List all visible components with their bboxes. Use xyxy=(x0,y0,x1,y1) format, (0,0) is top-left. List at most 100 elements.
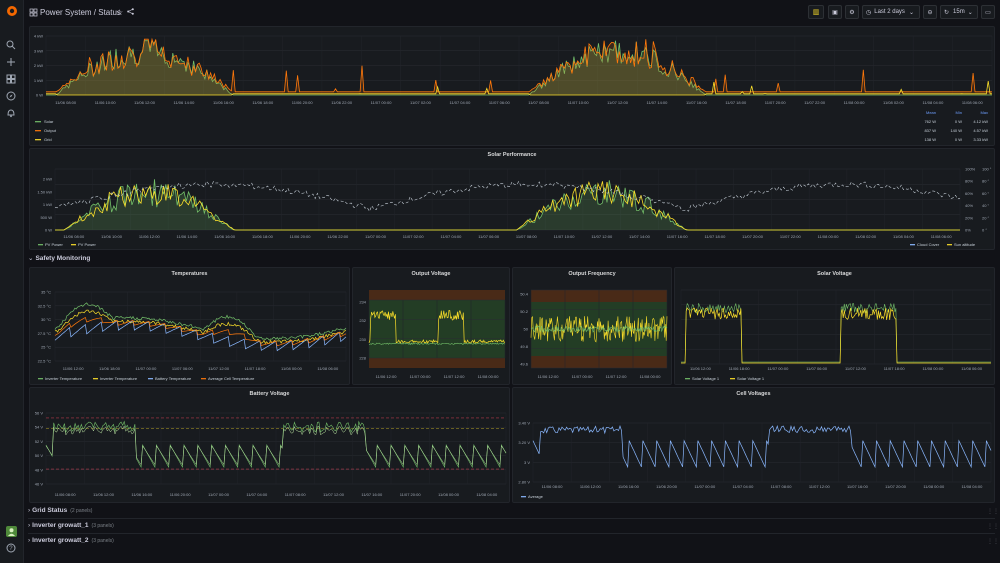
y-tick-label: 50 V xyxy=(35,453,44,458)
y-tick-label: 25 °C xyxy=(41,345,51,350)
search-icon[interactable] xyxy=(6,40,18,52)
x-tick-label: 11/06 22:00 xyxy=(327,234,349,239)
x-tick-label: 11/07 22:00 xyxy=(804,100,826,105)
x-tick-label: 11/07 12:00 xyxy=(845,366,867,371)
user-avatar-icon[interactable] xyxy=(6,526,18,538)
temperatures-panel[interactable]: Temperatures 35 °C 32.5 °C 30 °C 27.5 °C 25 … xyxy=(29,267,350,385)
solar-voltage-panel[interactable]: Solar Voltage 11/06 12:00 11/06 18:00 11/0… xyxy=(674,267,995,385)
y-tick-label: 49.6 xyxy=(520,362,529,367)
output-frequency-panel[interactable]: Output Frequency 50.4 50.2 50 49.8 49.6 11/06… xyxy=(512,267,672,385)
view-mode-button[interactable]: ▭ xyxy=(981,5,995,19)
star-icon[interactable]: ☆ xyxy=(116,8,124,17)
x-tick-label: 11/07 04:00 xyxy=(449,100,471,105)
grid-series-line xyxy=(46,81,992,96)
y-tick-label: 500 W xyxy=(40,215,52,220)
legend-label: Solar Voltage 1 xyxy=(692,376,720,381)
page-title[interactable]: Status xyxy=(98,8,121,17)
x-tick-label: 11/06 14:00 xyxy=(177,234,199,239)
x-tick-label: 11/08 00:00 xyxy=(281,366,303,371)
legend-value: 0 W xyxy=(955,137,962,142)
legend-value: 4.57 kW xyxy=(973,128,988,133)
x-tick-label: 11/06 18:00 xyxy=(252,234,274,239)
y-tick-label: 50.4 xyxy=(520,292,529,297)
save-button[interactable]: ▣ xyxy=(828,5,842,19)
x-tick-label: 11/08 00:00 xyxy=(922,366,944,371)
solar-performance-panel[interactable]: Solar Performance 2 kW 1.50 kW 1 kW 500 W 0 … xyxy=(29,148,995,250)
x-tick-label: 11/07 00:00 xyxy=(208,492,230,497)
grafana-logo-icon[interactable] xyxy=(6,5,18,17)
add-panel-icon: ▥ xyxy=(812,9,820,16)
y-tick-label: 52 V xyxy=(35,439,44,444)
temperature-series-line xyxy=(54,316,347,347)
row-grid-status[interactable]: › Grid Status (2 panels) xyxy=(28,507,92,514)
y-tick-label: 35 °C xyxy=(41,290,51,295)
y-tick-label: 0% xyxy=(965,228,971,233)
gear-icon: ⚙ xyxy=(849,9,855,16)
y-tick-label: 27.5 °C xyxy=(38,331,51,336)
row-drag-handle[interactable]: ⋮⋮ xyxy=(987,509,999,515)
x-tick-label: 11/07 18:00 xyxy=(725,100,747,105)
breadcrumb-folder[interactable]: Power System xyxy=(40,8,92,17)
battery-voltage-chart: 56 V 54 V 52 V 50 V 48 V 46 V 11/06 08:00 11/06… xyxy=(35,411,507,497)
panel-title: Temperatures xyxy=(171,271,208,277)
x-tick-label: 11/06 12:00 xyxy=(538,374,560,379)
row-inverter-growatt-1[interactable]: › Inverter growatt_1 (3 panels) xyxy=(28,522,114,529)
x-tick-label: 11/08 00:00 xyxy=(640,374,662,379)
legend-value: 837 W xyxy=(924,128,936,133)
solar-performance-chart: 2 kW 1.50 kW 1 kW 500 W 0 W 100% 80% 60% 40% 20% 0… xyxy=(37,167,991,248)
row-drag-handle[interactable]: ⋮⋮ xyxy=(987,539,999,545)
x-tick-label: 11/07 16:00 xyxy=(667,234,689,239)
sidebar: ? xyxy=(0,0,24,563)
x-tick-label: 11/07 16:00 xyxy=(361,492,383,497)
add-panel-button[interactable]: ▥ xyxy=(808,5,824,19)
row-drag-handle[interactable]: ⋮⋮ xyxy=(987,524,999,530)
x-tick-label: 11/08 06:00 xyxy=(962,100,984,105)
x-tick-label: 11/07 10:00 xyxy=(568,100,590,105)
output-frequency-series-line xyxy=(530,315,668,343)
row-inverter-growatt-2[interactable]: › Inverter growatt_2 (3 panels) xyxy=(28,537,114,544)
row-safety-monitoring[interactable]: ⌄ Safety Monitoring xyxy=(28,254,90,262)
x-tick-label: 11/08 06:00 xyxy=(317,366,339,371)
chevron-down-icon: ⌄ xyxy=(908,9,914,16)
x-tick-label: 11/06 08:00 xyxy=(55,492,77,497)
breadcrumb[interactable]: Power System / Status xyxy=(40,8,121,17)
x-tick-label: 11/06 08:00 xyxy=(542,484,564,489)
alerting-bell-icon[interactable] xyxy=(6,108,18,120)
output-voltage-2-series-line xyxy=(368,309,506,344)
help-icon[interactable]: ? xyxy=(6,543,18,555)
output-voltage-panel[interactable]: Output Voltage 234 232 230 228 11/06 12:00 11… xyxy=(352,267,510,385)
y-tick-label: 2 kW xyxy=(34,63,43,68)
refresh-button[interactable]: ↻ 15m ⌄ xyxy=(940,5,978,19)
explore-icon[interactable] xyxy=(6,91,18,103)
x-tick-label: 11/07 12:00 xyxy=(323,492,345,497)
x-tick-label: 11/06 18:00 xyxy=(99,366,121,371)
x-tick-label: 11/07 08:00 xyxy=(528,100,550,105)
time-picker-button[interactable]: ◷ Last 2 days ⌄ xyxy=(862,5,920,19)
x-tick-label: 11/07 08:00 xyxy=(516,234,538,239)
x-tick-label: 11/07 06:00 xyxy=(172,366,194,371)
panel-title: Cell Voltages xyxy=(736,391,771,397)
row-title: Grid Status xyxy=(32,507,68,514)
dashboards-icon[interactable] xyxy=(6,74,18,86)
y-tick-label: 80% xyxy=(965,179,973,184)
zoom-out-button[interactable]: ⊖ xyxy=(923,5,937,19)
solar-voltage-chart: 11/06 12:00 11/06 18:00 11/07 00:00 11/07 0… xyxy=(680,289,992,381)
y-tick-label: 48 V xyxy=(35,467,44,472)
x-tick-label: 11/07 04:00 xyxy=(441,234,463,239)
y-tick-label: 32.5 °C xyxy=(38,303,51,308)
x-tick-label: 11/07 22:00 xyxy=(780,234,802,239)
cell-voltages-panel[interactable]: Cell Voltages 3.40 V 3.20 V 3 V 2.80 V 11/06… xyxy=(512,387,995,503)
battery-voltage-panel[interactable]: Battery Voltage 56 V 54 V 52 V 50 V 48 V 46 V… xyxy=(29,387,510,503)
x-tick-label: 11/06 20:00 xyxy=(292,100,314,105)
pv-power-series-line-fill xyxy=(55,179,960,230)
power-panel[interactable]: 4 kW 3 kW 2 kW 1 kW 0 W 11/06 08:00 11/06 10:0… xyxy=(29,26,995,146)
x-tick-label: 11/06 18:00 xyxy=(252,100,274,105)
x-tick-label: 11/08 02:00 xyxy=(883,100,905,105)
chevron-right-icon: › xyxy=(28,537,31,544)
settings-button[interactable]: ⚙ xyxy=(845,5,859,19)
x-tick-label: 11/07 20:00 xyxy=(765,100,787,105)
panel-title: Output Frequency xyxy=(568,271,616,277)
x-tick-label: 11/07 14:00 xyxy=(647,100,669,105)
row-panel-count: (3 panels) xyxy=(91,523,114,529)
plus-icon[interactable] xyxy=(6,57,18,69)
